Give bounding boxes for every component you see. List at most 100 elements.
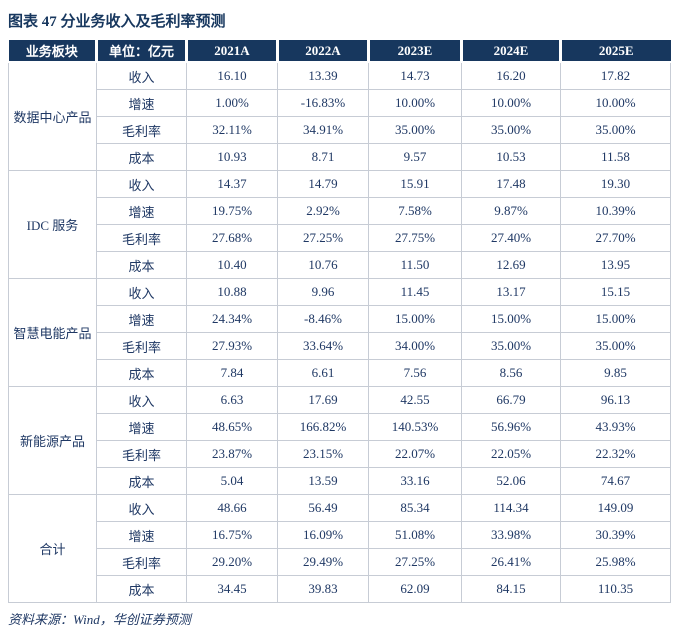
value-cell: 19.75% xyxy=(186,197,278,225)
value-cell: 15.00% xyxy=(560,305,671,333)
table-row: 成本 10.40 10.76 11.50 12.69 13.95 xyxy=(9,251,671,279)
table-row: 毛利率 27.68% 27.25% 27.75% 27.40% 27.70% xyxy=(9,224,671,252)
value-cell: 56.49 xyxy=(277,494,369,522)
table-row: 增速 48.65% 166.82% 140.53% 56.96% 43.93% xyxy=(9,413,671,441)
table-row: 新能源产品 收入 6.63 17.69 42.55 66.79 96.13 xyxy=(8,386,671,495)
value-cell: 7.56 xyxy=(368,359,462,387)
value-cell: 10.76 xyxy=(277,251,369,279)
value-cell: 114.34 xyxy=(461,494,561,522)
value-cell: 25.98% xyxy=(560,548,671,576)
value-cell: 110.35 xyxy=(560,575,671,603)
table-row: 成本 7.84 6.61 7.56 8.56 9.85 xyxy=(9,359,671,387)
group-label: 智慧电能产品 xyxy=(8,278,97,387)
value-cell: 43.93% xyxy=(560,413,671,441)
value-cell: 16.10 xyxy=(186,61,278,90)
table-row: 毛利率 32.11% 34.91% 35.00% 35.00% 35.00% xyxy=(9,116,671,144)
value-cell: 22.05% xyxy=(461,440,561,468)
value-cell: 15.15 xyxy=(560,278,671,306)
value-cell: 13.95 xyxy=(560,251,671,279)
value-cell: 84.15 xyxy=(461,575,561,603)
value-cell: 10.00% xyxy=(368,89,462,117)
metric-label: 成本 xyxy=(96,143,187,171)
value-cell: 48.66 xyxy=(186,494,278,522)
metric-label: 毛利率 xyxy=(96,548,187,576)
value-cell: 56.96% xyxy=(461,413,561,441)
value-cell: 11.50 xyxy=(368,251,462,279)
metric-label: 成本 xyxy=(96,359,187,387)
value-cell: 11.58 xyxy=(560,143,671,171)
metric-label: 收入 xyxy=(96,278,187,306)
value-cell: 30.39% xyxy=(560,521,671,549)
value-cell: 27.68% xyxy=(186,224,278,252)
table-body: 数据中心产品 收入 16.10 13.39 14.73 16.20 17.82 增速 1.00%… xyxy=(8,61,671,603)
value-cell: 34.45 xyxy=(186,575,278,603)
column-header-4: 2023E xyxy=(367,40,463,63)
value-cell: 10.93 xyxy=(186,143,278,171)
value-cell: 2.92% xyxy=(277,197,369,225)
value-cell: 16.75% xyxy=(186,521,278,549)
value-cell: 27.75% xyxy=(368,224,462,252)
table-row: 增速 16.75% 16.09% 51.08% 33.98% 30.39% xyxy=(9,521,671,549)
group-label: 合计 xyxy=(8,494,97,603)
metric-label: 毛利率 xyxy=(96,332,187,360)
table-row: IDC 服务 收入 14.37 14.79 15.91 17.48 19.30 xyxy=(8,170,671,279)
value-cell: 27.25% xyxy=(277,224,369,252)
value-cell: 17.82 xyxy=(560,61,671,90)
value-cell: 14.73 xyxy=(368,61,462,90)
value-cell: 7.58% xyxy=(368,197,462,225)
value-cell: 11.45 xyxy=(368,278,462,306)
table-row: 成本 5.04 13.59 33.16 52.06 74.67 xyxy=(9,467,671,495)
value-cell: 7.84 xyxy=(186,359,278,387)
table-row: 合计 收入 48.66 56.49 85.34 114.34 149.09 xyxy=(8,494,671,603)
value-cell: 27.25% xyxy=(368,548,462,576)
value-cell: 10.88 xyxy=(186,278,278,306)
value-cell: 33.64% xyxy=(277,332,369,360)
value-cell: 29.49% xyxy=(277,548,369,576)
value-cell: 13.59 xyxy=(277,467,369,495)
value-cell: 6.63 xyxy=(186,386,278,414)
column-header-6: 2025E xyxy=(559,40,671,63)
metric-label: 收入 xyxy=(96,494,187,522)
value-cell: 32.11% xyxy=(186,116,278,144)
metric-label: 成本 xyxy=(96,575,187,603)
metric-label: 成本 xyxy=(96,251,187,279)
column-header-5: 2024E xyxy=(460,40,562,63)
value-cell: 35.00% xyxy=(461,116,561,144)
value-cell: 149.09 xyxy=(560,494,671,522)
value-cell: 6.61 xyxy=(277,359,369,387)
value-cell: 9.87% xyxy=(461,197,561,225)
value-cell: 16.09% xyxy=(277,521,369,549)
metric-label: 增速 xyxy=(96,89,187,117)
value-cell: 39.83 xyxy=(277,575,369,603)
value-cell: 19.30 xyxy=(560,170,671,198)
value-cell: 15.00% xyxy=(368,305,462,333)
value-cell: 14.37 xyxy=(186,170,278,198)
value-cell: 22.32% xyxy=(560,440,671,468)
value-cell: 51.08% xyxy=(368,521,462,549)
metric-label: 增速 xyxy=(96,305,187,333)
metric-label: 增速 xyxy=(96,521,187,549)
metric-label: 收入 xyxy=(96,61,187,90)
value-cell: 34.00% xyxy=(368,332,462,360)
value-cell: 15.00% xyxy=(461,305,561,333)
value-cell: 14.79 xyxy=(277,170,369,198)
value-cell: 29.20% xyxy=(186,548,278,576)
value-cell: 27.40% xyxy=(461,224,561,252)
source-note: 资料来源：Wind，华创证券预测 xyxy=(8,612,191,627)
value-cell: 48.65% xyxy=(186,413,278,441)
value-cell: 35.00% xyxy=(560,116,671,144)
metric-label: 增速 xyxy=(96,413,187,441)
figure-title: 图表 47 分业务收入及毛利率预测 xyxy=(8,14,226,30)
metric-label: 收入 xyxy=(96,170,187,198)
value-cell: 85.34 xyxy=(368,494,462,522)
value-cell: 1.00% xyxy=(186,89,278,117)
value-cell: 26.41% xyxy=(461,548,561,576)
table-row: 毛利率 27.93% 33.64% 34.00% 35.00% 35.00% xyxy=(9,332,671,360)
value-cell: 23.87% xyxy=(186,440,278,468)
value-cell: -16.83% xyxy=(277,89,369,117)
table-row: 增速 19.75% 2.92% 7.58% 9.87% 10.39% xyxy=(9,197,671,225)
value-cell: 140.53% xyxy=(368,413,462,441)
metric-label: 成本 xyxy=(96,467,187,495)
value-cell: 13.17 xyxy=(461,278,561,306)
value-cell: 10.53 xyxy=(461,143,561,171)
